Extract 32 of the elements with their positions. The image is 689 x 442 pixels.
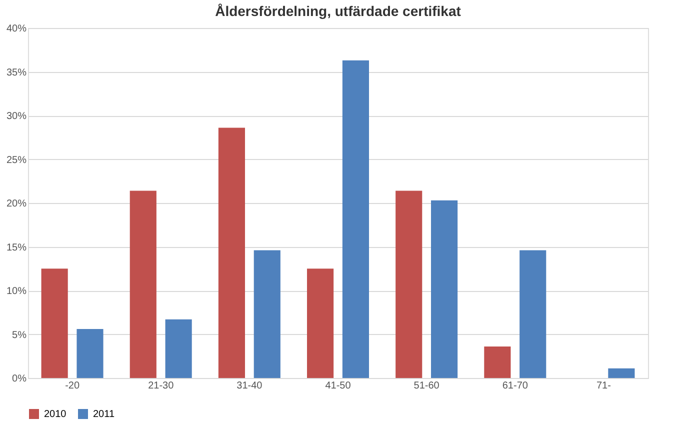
y-tick-label: 10% (6, 286, 27, 297)
bar (431, 200, 458, 378)
y-tick-label: 25% (6, 154, 27, 166)
y-tick-label: 35% (6, 67, 27, 78)
bar (254, 250, 280, 378)
legend-label: 2010 (44, 409, 67, 420)
chart-title: Åldersfördelning, utfärdade certifikat (215, 3, 462, 19)
y-tick-label: 20% (6, 198, 27, 210)
bar (520, 250, 546, 378)
x-tick-label: 51-60 (414, 380, 440, 392)
y-tick-label: 30% (6, 111, 27, 122)
x-tick-label: 61-70 (502, 380, 528, 392)
x-tick-label: 71- (596, 380, 611, 392)
x-tick-label: 31-40 (236, 380, 263, 392)
bar (130, 190, 156, 378)
legend-label: 2011 (93, 409, 115, 420)
y-tick-label: 0% (12, 374, 27, 384)
bar (76, 329, 104, 378)
bar (41, 268, 68, 378)
bar (608, 368, 635, 378)
bar (342, 60, 369, 378)
x-tick-label: 21-30 (148, 380, 174, 392)
bar (218, 128, 245, 378)
bar (307, 268, 334, 378)
y-tick-label: 5% (12, 330, 27, 341)
bar (484, 346, 511, 378)
y-tick-label: 40% (6, 24, 27, 34)
y-tick-label: 15% (6, 242, 27, 254)
x-tick-label: 41-50 (325, 380, 352, 392)
bar (396, 190, 422, 378)
bar (165, 319, 192, 378)
x-tick-label: -20 (65, 380, 80, 392)
